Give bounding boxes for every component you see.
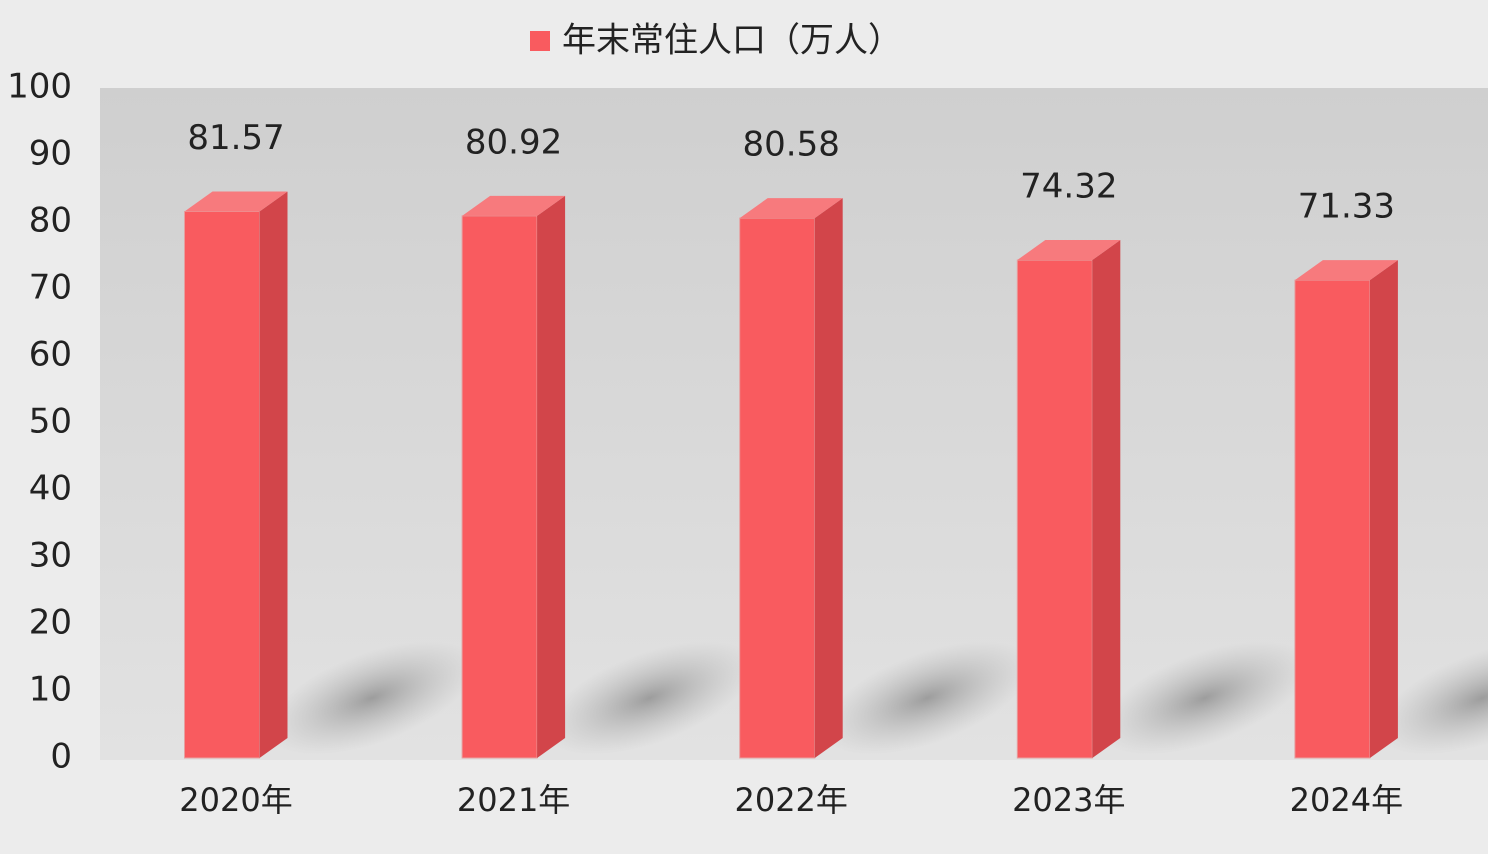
- y-tick-label: 60: [29, 335, 72, 375]
- y-tick-label: 90: [29, 134, 72, 174]
- bar-side: [1092, 240, 1121, 758]
- data-label: 71.33: [1298, 187, 1395, 227]
- bar-side: [259, 191, 288, 758]
- bar: [1016, 259, 1093, 759]
- y-tick-label: 100: [7, 67, 72, 107]
- legend-swatch: [530, 31, 550, 51]
- y-tick-label: 40: [29, 469, 72, 509]
- x-tick-label: 2020年: [179, 781, 292, 819]
- bar-top: [1017, 240, 1121, 261]
- data-label: 81.57: [187, 118, 284, 158]
- bar: [461, 215, 538, 759]
- bar-side: [1369, 260, 1398, 758]
- bar-top: [184, 191, 288, 212]
- bar-shadow: [822, 641, 1032, 755]
- bar-shadow: [1377, 641, 1488, 755]
- x-tick-label: 2023年: [1012, 781, 1125, 819]
- bar-shadow: [267, 641, 477, 755]
- bar-side: [814, 198, 843, 758]
- bar: [739, 217, 816, 759]
- y-tick-label: 50: [29, 402, 72, 442]
- y-tick-label: 80: [29, 201, 72, 241]
- bar-shadow: [545, 641, 755, 755]
- y-tick-label: 20: [29, 603, 72, 643]
- data-label: 74.32: [1020, 167, 1117, 207]
- bar-side: [537, 195, 566, 758]
- data-label: 80.58: [743, 125, 840, 165]
- x-tick-label: 2024年: [1290, 781, 1403, 819]
- x-tick-label: 2021年: [457, 781, 570, 819]
- y-tick-label: 0: [50, 737, 72, 777]
- bar-top: [1294, 260, 1398, 281]
- y-tick-label: 30: [29, 536, 72, 576]
- y-tick-label: 10: [29, 670, 72, 710]
- bar-top: [739, 198, 843, 219]
- bar: [184, 210, 260, 759]
- data-label: 80.92: [465, 122, 562, 162]
- bar-shadow: [1100, 641, 1310, 755]
- y-tick-label: 70: [29, 268, 72, 308]
- bar-top: [462, 195, 566, 216]
- legend-label: 年末常住人口（万人）: [562, 21, 902, 61]
- x-tick-label: 2022年: [734, 781, 847, 819]
- bar: [1294, 279, 1371, 759]
